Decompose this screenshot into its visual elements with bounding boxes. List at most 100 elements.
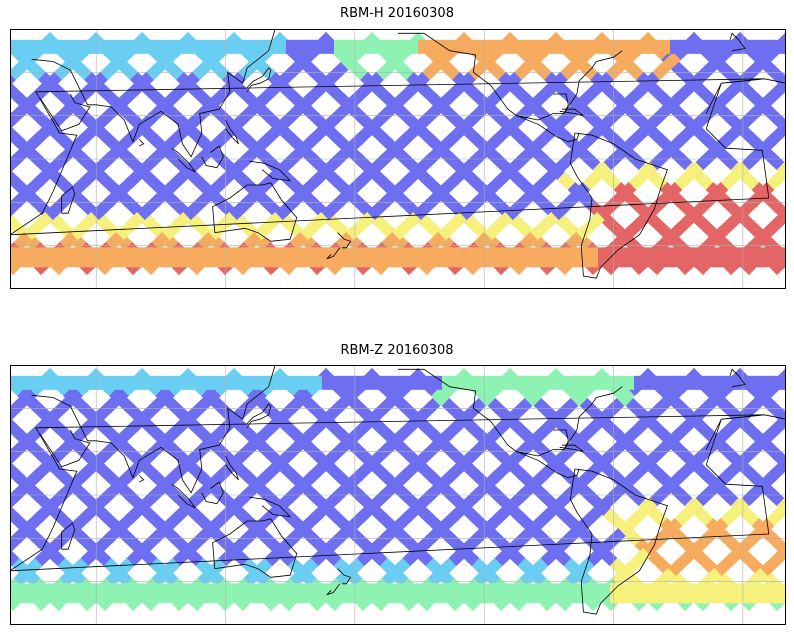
swath-band-south <box>694 583 706 604</box>
swath-band-south <box>214 583 226 604</box>
swath-band-south <box>418 583 430 604</box>
africa-wrap-coast <box>705 78 786 129</box>
swath-band-north <box>58 39 70 54</box>
madagascar-coast <box>61 522 76 550</box>
swath-band-south <box>274 247 286 268</box>
swath-band-north <box>418 375 430 390</box>
swath-band-south <box>10 247 22 268</box>
swath-band-north <box>646 39 658 54</box>
swath-band-south <box>202 247 214 268</box>
south-america-coast <box>569 468 668 615</box>
swath-band-south <box>526 247 538 268</box>
swath-band-south <box>586 247 598 268</box>
swath-band-south <box>298 583 310 604</box>
swath-band-south <box>190 583 202 604</box>
swath-band-south <box>262 583 274 604</box>
uk-coast <box>729 368 746 388</box>
swath-band-south <box>58 247 70 268</box>
swath-band-south <box>190 247 202 268</box>
swath-band-north <box>118 39 130 54</box>
swath-band-south <box>382 247 394 268</box>
new-zealand-coast <box>337 232 352 249</box>
swath-band-south <box>130 583 142 604</box>
gridlines <box>10 29 786 289</box>
swath-band-south <box>610 583 622 604</box>
swath-band-north <box>778 375 786 390</box>
swath-band-south <box>202 583 214 604</box>
swath-band-south <box>718 247 730 268</box>
swath-band-south <box>178 247 190 268</box>
swath-band-south <box>646 247 658 268</box>
swath-band-south <box>226 583 238 604</box>
swath-band-south <box>166 247 178 268</box>
swath-band-south <box>358 583 370 604</box>
swath-band-north <box>178 375 190 390</box>
swath-band-north <box>190 39 202 54</box>
swath-band-north <box>94 375 106 390</box>
swath-band-south <box>262 247 274 268</box>
swath-band-north <box>226 39 238 54</box>
swath-band-south <box>154 583 166 604</box>
swath-band-north <box>106 375 118 390</box>
swath-band-north <box>334 375 346 390</box>
swath-band-south <box>310 583 322 604</box>
swath-layer <box>10 368 786 612</box>
swath-band-south <box>622 583 634 604</box>
swath-band-south <box>406 247 418 268</box>
nz-south-coast <box>326 583 341 596</box>
swath-band-south <box>106 583 118 604</box>
central-america-coast <box>516 115 580 143</box>
swath-band-north <box>130 375 142 390</box>
swath-band-south <box>754 583 766 604</box>
swath-band-south <box>226 247 238 268</box>
swath-band-north <box>766 39 778 54</box>
panel-title-rbm-h: RBM-H 20160308 <box>340 6 454 21</box>
swath-band-south <box>34 247 46 268</box>
new-guinea-coast <box>249 496 292 518</box>
swath-band-north <box>298 39 310 54</box>
swath-band-north <box>646 375 658 390</box>
swath-band-south <box>490 583 502 604</box>
swath-band-north <box>538 39 550 54</box>
swath-band-south <box>334 583 346 604</box>
swath-band-north <box>454 39 466 54</box>
swath-band-north <box>154 375 166 390</box>
swath-band-north <box>358 375 370 390</box>
swath-band-south <box>70 583 82 604</box>
swath-band-south <box>598 247 610 268</box>
australia-coast <box>212 182 298 242</box>
swath-band-north <box>610 375 622 390</box>
swath-band-north <box>22 375 34 390</box>
swath-band-north <box>550 375 562 390</box>
swath-band-north <box>70 39 82 54</box>
swath-band-north <box>658 39 670 54</box>
japan-coast <box>246 403 272 429</box>
swath-band-south <box>538 247 550 268</box>
swath-band-south <box>730 247 742 268</box>
swath-band-north <box>382 375 394 390</box>
swath-band-south <box>670 583 682 604</box>
swath-band-south <box>418 247 430 268</box>
swath-band-north <box>358 39 370 54</box>
panel-title-rbm-z: RBM-Z 20160308 <box>340 343 454 358</box>
swath-band-south <box>94 583 106 604</box>
sri-lanka-coast <box>139 475 145 483</box>
swath-band-south <box>394 247 406 268</box>
new-guinea-coast <box>249 160 292 182</box>
map-frame <box>10 29 786 289</box>
swath-band-north <box>346 39 358 54</box>
map-rbm-z <box>10 365 786 625</box>
swath-band-north <box>694 39 706 54</box>
swath-band-south <box>502 583 514 604</box>
swath-band-south <box>406 583 418 604</box>
borneo-coast <box>201 145 224 169</box>
swath-band-north <box>466 375 478 390</box>
swath-band-north <box>334 39 346 54</box>
swath-band-north <box>682 39 694 54</box>
swath-band-south <box>514 583 526 604</box>
borneo-coast <box>201 481 224 505</box>
swath-band-north <box>490 39 502 54</box>
swath-band-north <box>586 375 598 390</box>
swath-band-north <box>574 375 586 390</box>
swath-band-north <box>406 375 418 390</box>
